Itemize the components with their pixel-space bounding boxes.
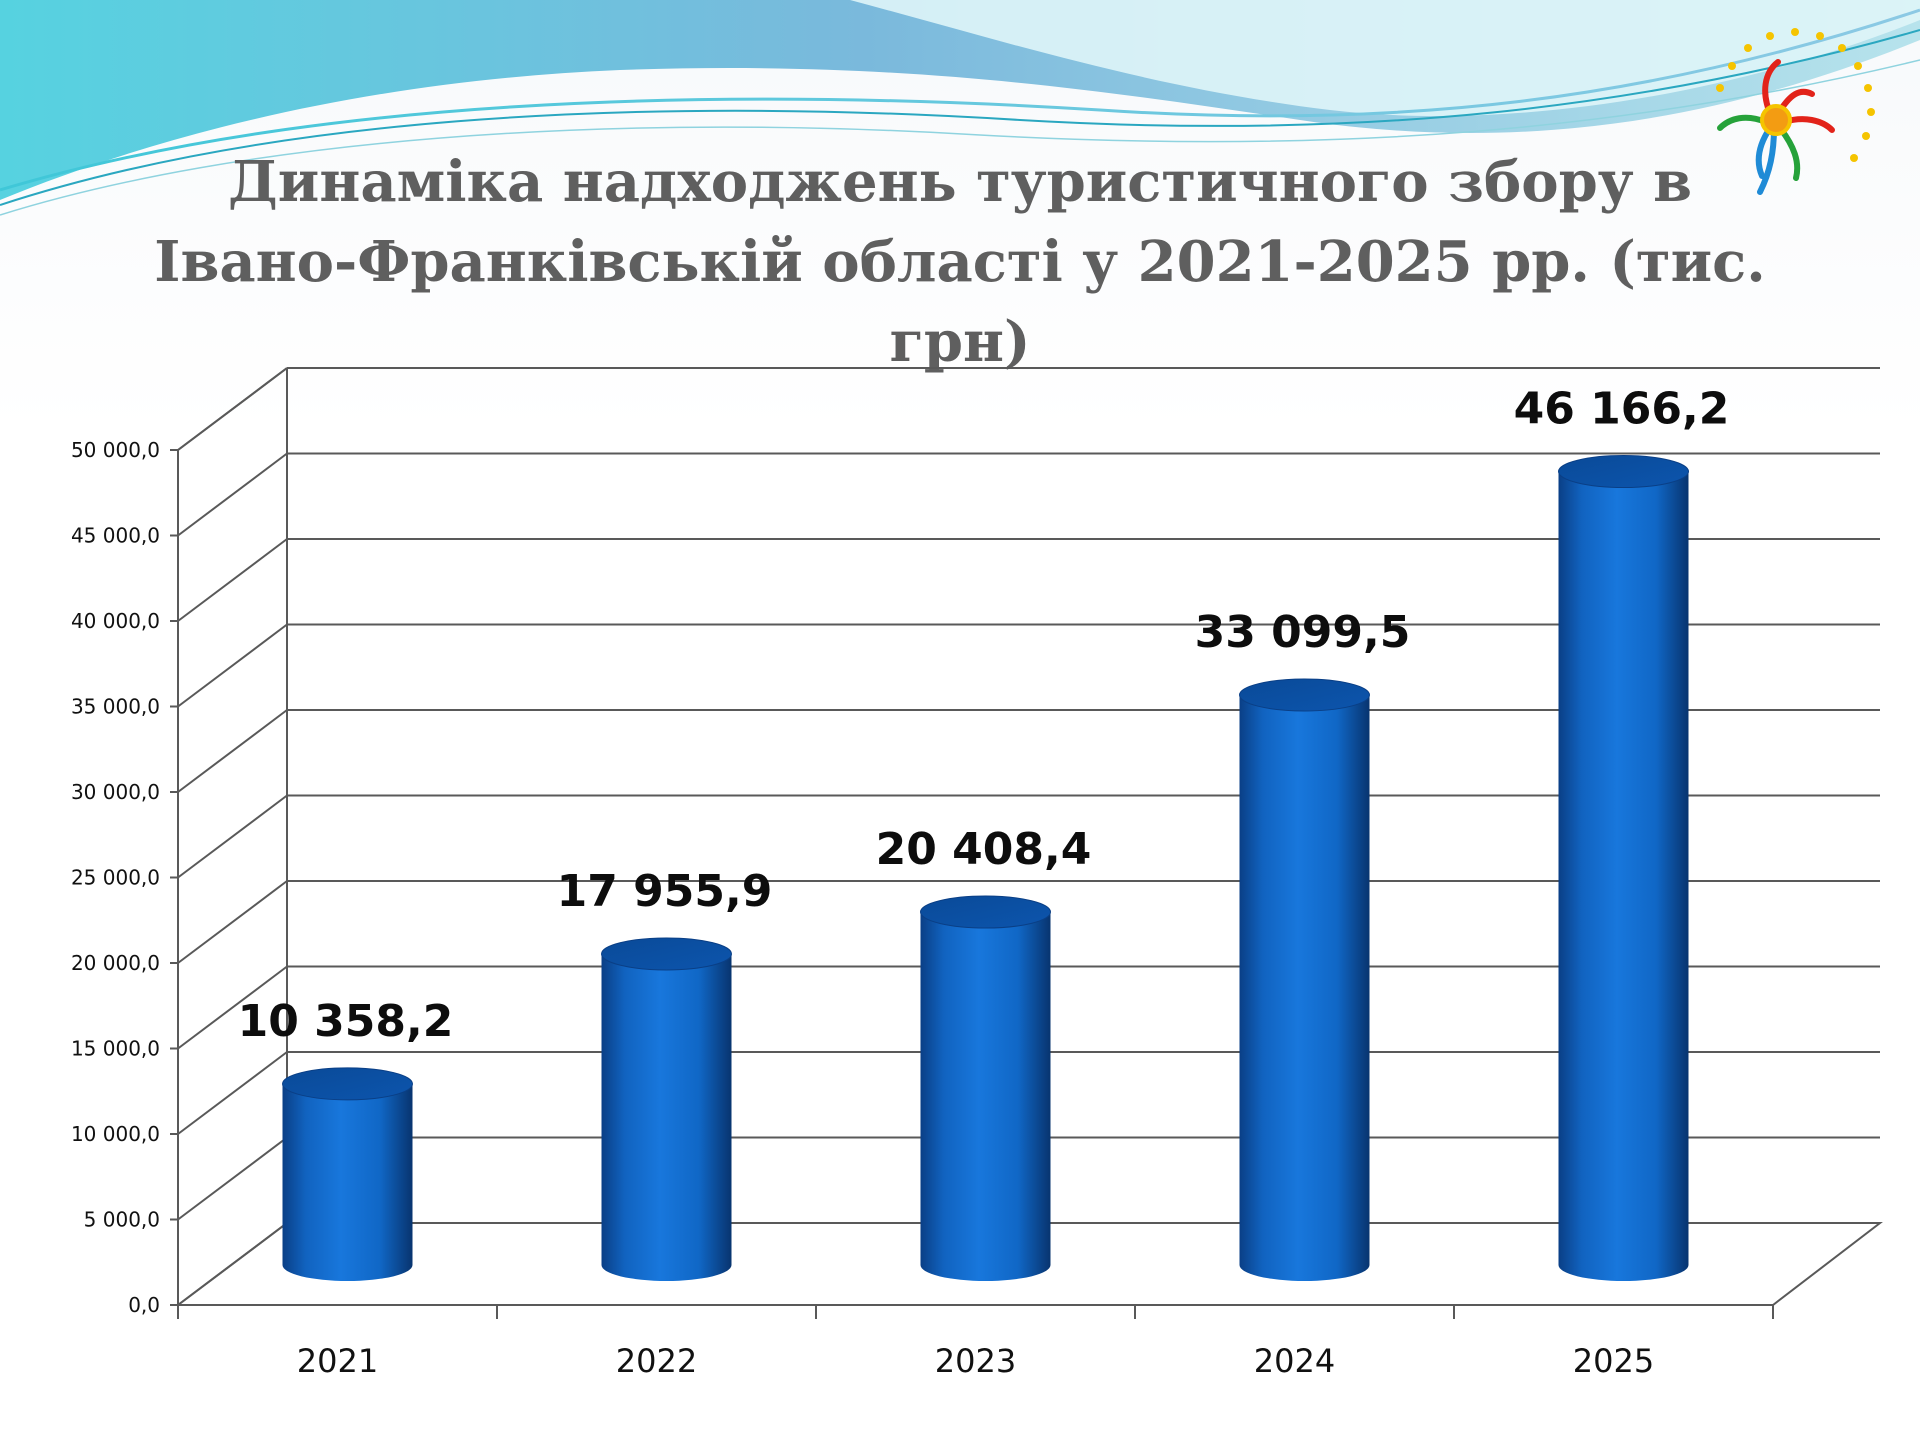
bar-cylinder-2021 — [282, 1067, 413, 1281]
data-label-2021: 10 358,2 — [238, 996, 454, 1047]
bar-body — [601, 953, 732, 1281]
x-tick-label: 2024 — [1254, 1342, 1335, 1380]
bar-top — [282, 1067, 413, 1101]
y-tick-label: 25 000,0 — [71, 866, 160, 890]
data-label-2023: 20 408,4 — [876, 824, 1092, 875]
gridline-side — [177, 965, 288, 1050]
y-tick-label: 45 000,0 — [71, 524, 160, 548]
gridline-side — [177, 367, 288, 451]
bar-cylinder-2025 — [1558, 455, 1689, 1281]
y-tick-label: 10 000,0 — [71, 1122, 160, 1146]
y-tick-label: 20 000,0 — [71, 951, 160, 975]
bars — [282, 455, 1689, 1281]
gridline-side — [177, 1136, 288, 1221]
bar-top — [1558, 455, 1689, 489]
flower-center-icon — [1760, 104, 1792, 136]
bar-body — [1239, 694, 1370, 1281]
bar-top — [1239, 678, 1370, 712]
x-tick-label: 2023 — [935, 1342, 1016, 1380]
x-tick-label: 2021 — [297, 1342, 378, 1380]
y-tick-label: 15 000,0 — [71, 1037, 160, 1061]
gridline-side — [177, 538, 288, 622]
gridline-side — [177, 709, 288, 793]
y-tick-label: 35 000,0 — [71, 695, 160, 719]
chart-title-line-2: Івано-Франківській області у 2021-2025 р… — [154, 229, 1766, 375]
y-tick-label: 40 000,0 — [71, 609, 160, 633]
data-labels: 10 358,2 17 955,9 20 408,4 33 099,5 46 166,2 — [238, 384, 1730, 1047]
x-tick-label: 2022 — [616, 1342, 697, 1380]
y-tick-label: 50 000,0 — [71, 438, 160, 462]
bar-cylinder-2024 — [1239, 678, 1370, 1281]
bar-body — [920, 912, 1051, 1281]
bar-body — [282, 1083, 413, 1281]
bar-body — [1558, 471, 1689, 1281]
decorative-waves-header — [0, 0, 1920, 216]
y-tick-label: 0,0 — [128, 1293, 160, 1317]
bar-top — [601, 937, 732, 971]
bar-top — [920, 895, 1051, 929]
bar-cylinder-2023 — [920, 895, 1051, 1281]
x-tick-label: 2025 — [1573, 1342, 1654, 1380]
chart-title-line-1: Динаміка надходжень туристичного збору в — [228, 149, 1692, 215]
bar-cylinder-2022 — [601, 937, 732, 1281]
star-ring-icon — [1716, 28, 1875, 162]
gridline-side — [177, 623, 288, 708]
y-tick-label: 30 000,0 — [71, 780, 160, 804]
chart-floor — [175, 1222, 1883, 1306]
gridline-side — [177, 452, 288, 537]
chart-title: Динаміка надходжень туристичного збору в… — [100, 142, 1820, 382]
plot-axes: 0,0 5 000,0 10 000,0 15 000,0 20 000,0 25 000… — [71, 367, 1883, 1380]
gridline-side — [177, 1051, 288, 1135]
gridline-side — [177, 880, 288, 964]
data-label-2022: 17 955,9 — [557, 866, 773, 917]
region-logo — [1716, 28, 1875, 195]
gridline-side — [177, 794, 288, 879]
data-label-2025: 46 166,2 — [1514, 384, 1730, 435]
data-label-2024: 33 099,5 — [1195, 607, 1411, 658]
y-tick-label: 5 000,0 — [84, 1208, 160, 1232]
